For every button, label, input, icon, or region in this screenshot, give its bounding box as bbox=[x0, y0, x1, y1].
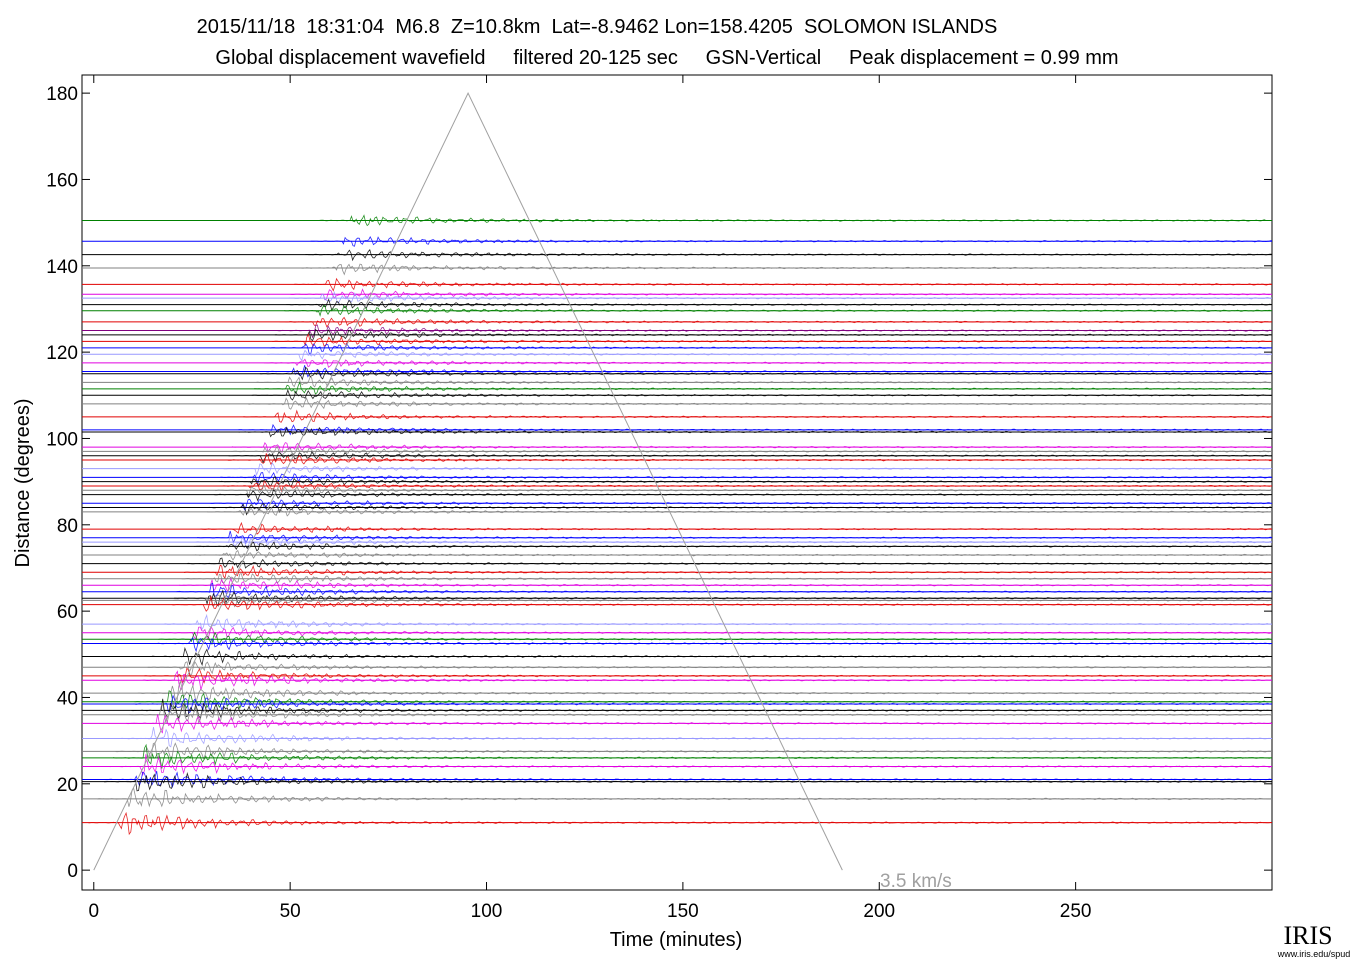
waveform bbox=[243, 409, 1271, 423]
y-tick-label: 100 bbox=[46, 429, 78, 450]
waveform bbox=[210, 498, 1271, 512]
waveform bbox=[190, 549, 1272, 561]
waveform bbox=[171, 595, 1272, 612]
waveform bbox=[173, 593, 1272, 608]
logo-url: www.iris.edu/spud bbox=[1277, 949, 1351, 959]
x-tick-label: 50 bbox=[280, 901, 301, 922]
y-tick-label: 80 bbox=[57, 516, 78, 537]
waveform bbox=[220, 472, 1272, 485]
waveform bbox=[267, 349, 1272, 361]
waveform bbox=[259, 366, 1272, 381]
waveform bbox=[294, 277, 1272, 292]
waveform bbox=[113, 743, 1272, 769]
waveform bbox=[256, 376, 1272, 388]
waveform bbox=[290, 288, 1271, 301]
waveform bbox=[104, 770, 1271, 789]
waveform bbox=[160, 626, 1272, 641]
x-tick-label: 150 bbox=[667, 901, 699, 922]
waveform bbox=[115, 742, 1272, 761]
y-tick-label: 60 bbox=[57, 602, 78, 623]
waveform bbox=[223, 461, 1272, 477]
y-tick-label: 160 bbox=[46, 170, 78, 191]
waveform bbox=[213, 489, 1271, 502]
waveform bbox=[187, 557, 1272, 569]
waveform bbox=[272, 333, 1272, 347]
waveform bbox=[200, 521, 1273, 535]
waveform bbox=[126, 714, 1272, 734]
waveform bbox=[88, 811, 1272, 836]
x-axis-label: Time (minutes) bbox=[610, 929, 743, 951]
waveform bbox=[129, 702, 1272, 725]
waveform bbox=[310, 236, 1272, 247]
waveform bbox=[164, 613, 1272, 631]
waveform bbox=[300, 263, 1272, 276]
waveform bbox=[274, 328, 1271, 342]
waveform bbox=[217, 480, 1272, 493]
waveform bbox=[254, 381, 1271, 395]
waveform bbox=[183, 564, 1272, 580]
x-tick-label: 0 bbox=[88, 901, 99, 922]
waveform bbox=[251, 388, 1272, 401]
x-tick-label: 250 bbox=[1060, 901, 1092, 922]
waveform bbox=[104, 771, 1272, 792]
waveform bbox=[151, 646, 1273, 667]
waveform bbox=[97, 787, 1271, 808]
x-tick-label: 100 bbox=[471, 901, 503, 922]
waveform bbox=[144, 667, 1271, 684]
y-tick-label: 120 bbox=[46, 343, 78, 364]
logo: IRIS bbox=[1283, 921, 1332, 950]
waveform bbox=[228, 451, 1272, 464]
waveform bbox=[142, 670, 1271, 691]
waveform bbox=[134, 690, 1272, 710]
waveform bbox=[197, 530, 1272, 545]
waveform bbox=[276, 324, 1271, 339]
y-tick-label: 180 bbox=[46, 84, 78, 105]
waveform bbox=[181, 573, 1272, 584]
x-tick-label: 200 bbox=[863, 901, 895, 922]
waveform bbox=[230, 445, 1272, 456]
plot-frame bbox=[81, 74, 1273, 891]
waveform bbox=[248, 397, 1272, 410]
waveform bbox=[208, 503, 1271, 516]
waveform bbox=[283, 304, 1271, 317]
reference-line bbox=[93, 91, 843, 871]
waveform bbox=[260, 365, 1271, 378]
waveform bbox=[226, 452, 1272, 465]
y-axis-label: Distance (degrees) bbox=[12, 399, 34, 568]
chart-title: 2015/11/18 18:31:04 M6.8 Z=10.8km Lat=-8… bbox=[197, 16, 998, 38]
waveform bbox=[237, 426, 1272, 438]
waveform bbox=[264, 358, 1272, 368]
waveform bbox=[288, 291, 1271, 304]
waveform bbox=[215, 484, 1272, 498]
y-tick-label: 40 bbox=[57, 688, 78, 709]
waveform bbox=[120, 727, 1271, 748]
waveform bbox=[207, 506, 1271, 517]
reference-line-label: 3.5 km/s bbox=[880, 871, 952, 892]
waveform bbox=[158, 631, 1271, 646]
waveform bbox=[286, 298, 1272, 312]
waveform bbox=[238, 423, 1271, 436]
waveform bbox=[269, 343, 1271, 355]
waveform bbox=[133, 694, 1272, 714]
waveform bbox=[195, 535, 1272, 549]
waveform bbox=[137, 679, 1271, 703]
waveform bbox=[131, 698, 1272, 720]
chart-subtitle: Global displacement wavefield filtered 2… bbox=[215, 47, 1118, 69]
waveform bbox=[179, 577, 1272, 594]
y-tick-label: 20 bbox=[57, 775, 78, 796]
waveform bbox=[109, 754, 1271, 777]
waveform bbox=[305, 248, 1272, 262]
waveform bbox=[156, 636, 1271, 653]
plot-area: 0 50 100 150 200 250 0 20 40 60 80 100 120 140 160 180 3… bbox=[46, 74, 1273, 922]
waveform bbox=[279, 316, 1272, 328]
waveform bbox=[218, 475, 1272, 488]
y-tick-label: 140 bbox=[46, 257, 78, 278]
y-tick-label: 0 bbox=[67, 861, 78, 882]
waveform bbox=[318, 214, 1271, 227]
waveform bbox=[193, 540, 1272, 552]
waveform bbox=[176, 582, 1272, 599]
waveform bbox=[231, 441, 1272, 454]
waveform bbox=[147, 660, 1272, 676]
